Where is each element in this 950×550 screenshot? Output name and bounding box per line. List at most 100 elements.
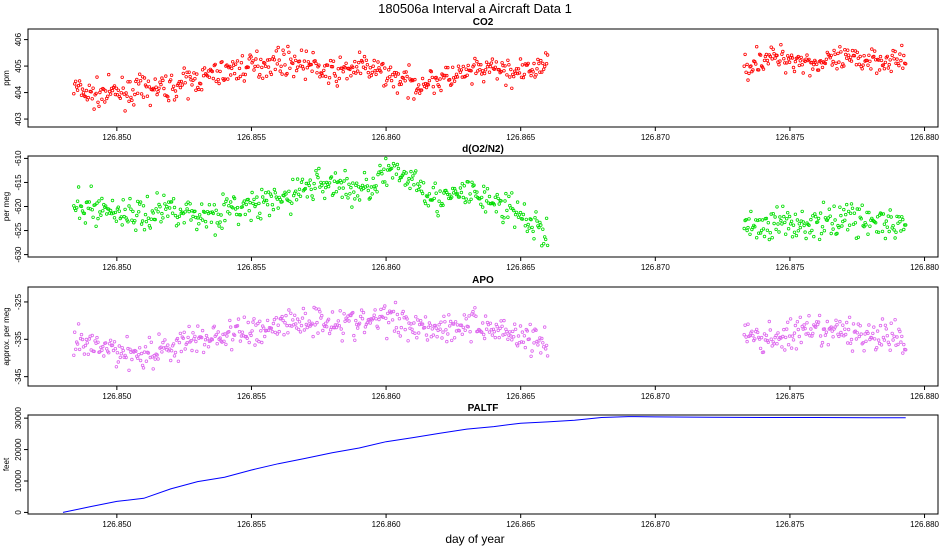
data-point [410, 327, 414, 331]
data-point [832, 204, 836, 208]
data-point [246, 197, 250, 202]
data-point [473, 56, 477, 61]
data-point [213, 62, 217, 67]
data-point [389, 78, 394, 83]
data-point [517, 71, 522, 75]
data-point [437, 323, 441, 327]
data-point [415, 336, 419, 340]
data-point [111, 211, 116, 215]
data-point [802, 223, 806, 228]
data-point [860, 67, 864, 71]
data-point [860, 203, 864, 207]
data-point [529, 354, 533, 358]
data-point [159, 220, 163, 224]
data-point [347, 319, 351, 323]
data-point [331, 191, 336, 196]
data-point [471, 309, 475, 314]
data-point [533, 215, 537, 220]
data-point [240, 54, 245, 58]
data-point [203, 219, 208, 224]
data-point [853, 221, 858, 225]
data-point [898, 329, 902, 334]
data-point [793, 212, 798, 216]
data-point [464, 197, 468, 201]
data-point [198, 82, 203, 86]
data-point [774, 333, 778, 338]
data-point [111, 348, 116, 353]
data-point [116, 360, 120, 364]
data-point [811, 67, 815, 71]
data-point [343, 65, 347, 70]
data-point [210, 337, 214, 342]
data-point [167, 206, 172, 210]
data-point [351, 310, 355, 315]
data-point [480, 72, 484, 76]
data-point [434, 75, 438, 80]
data-point [427, 192, 432, 196]
data-point [128, 347, 132, 351]
data-point [772, 221, 776, 226]
data-point [303, 311, 308, 316]
data-point [746, 322, 750, 326]
data-point [239, 334, 244, 338]
data-point [139, 351, 144, 356]
plot-frame [27, 286, 939, 387]
data-point [265, 202, 270, 207]
data-point [872, 325, 876, 329]
data-point [902, 342, 906, 347]
data-point [90, 207, 94, 212]
data-point [173, 89, 178, 93]
data-point [368, 321, 372, 325]
data-point [228, 200, 233, 204]
data-point [388, 65, 393, 69]
data-point [518, 324, 523, 328]
data-point [495, 325, 499, 329]
data-point [197, 222, 201, 226]
data-point [265, 58, 270, 62]
data-point [275, 62, 279, 66]
data-point [357, 198, 362, 202]
data-point [295, 65, 300, 69]
data-point [524, 217, 528, 222]
data-point [508, 75, 512, 79]
data-point [325, 63, 330, 67]
data-point [895, 214, 899, 219]
data-point [162, 346, 166, 350]
data-point [316, 331, 320, 335]
data-point [256, 215, 260, 219]
data-point [843, 48, 847, 52]
data-point [117, 344, 121, 348]
data-point [834, 318, 838, 322]
data-point [149, 217, 153, 221]
data-point [119, 91, 123, 95]
data-point [468, 330, 472, 334]
data-point [484, 60, 489, 64]
data-point [493, 335, 497, 340]
data-point [744, 335, 748, 339]
data-point [833, 325, 837, 329]
data-point [141, 204, 146, 208]
data-point [766, 340, 770, 344]
data-point [186, 97, 190, 101]
data-point [350, 205, 354, 209]
data-point [806, 331, 810, 336]
data-point [368, 196, 372, 200]
data-point [755, 45, 759, 49]
data-point [375, 190, 379, 194]
data-point [893, 49, 897, 54]
data-point [839, 50, 843, 54]
data-point [92, 107, 96, 111]
data-point [904, 62, 908, 66]
data-point [452, 336, 457, 340]
data-point [407, 63, 411, 67]
data-point [466, 63, 470, 68]
data-point [423, 81, 428, 86]
data-point [426, 204, 431, 208]
data-point [433, 181, 437, 185]
data-point [108, 92, 113, 96]
data-point [365, 321, 370, 325]
data-point [194, 339, 198, 344]
data-point [235, 205, 240, 210]
data-point [256, 64, 260, 68]
data-point [338, 309, 342, 313]
